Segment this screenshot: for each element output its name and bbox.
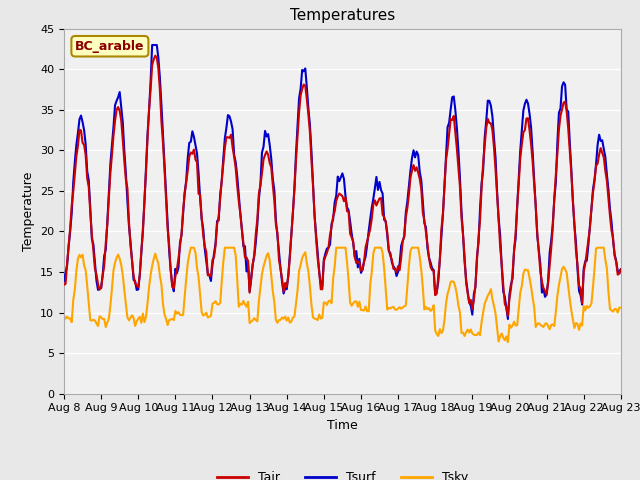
Y-axis label: Temperature: Temperature <box>22 171 35 251</box>
X-axis label: Time: Time <box>327 419 358 432</box>
Title: Temperatures: Temperatures <box>290 9 395 24</box>
Legend: Tair, Tsurf, Tsky: Tair, Tsurf, Tsky <box>212 467 473 480</box>
Text: BC_arable: BC_arable <box>75 40 145 53</box>
